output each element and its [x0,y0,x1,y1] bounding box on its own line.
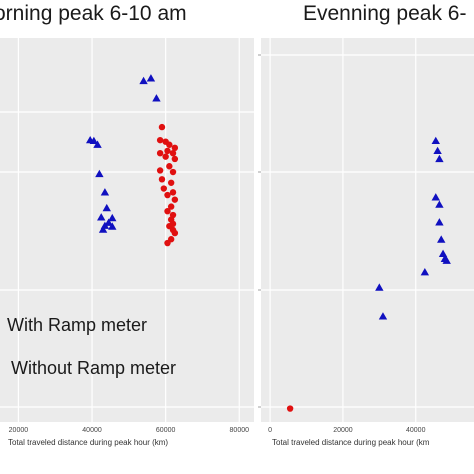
left-point-with-ramp-meter [104,218,113,226]
left-point-without-ramp-meter [164,147,171,155]
left-x-tick-label: 40000 [82,427,102,434]
left-x-tick-label: 20000 [9,427,29,434]
legend-with-ramp-meter: With Ramp meter [7,315,148,335]
right-point-without-ramp-meter [286,405,294,412]
right-point-with-ramp-meter [437,235,446,243]
left-x-tick-label: 80000 [230,427,250,434]
right-point-with-ramp-meter [375,283,384,291]
left-point-without-ramp-meter [160,185,168,192]
right-point-with-ramp-meter [433,146,442,155]
left-point-without-ramp-meter [158,123,166,131]
left-point-with-ramp-meter [95,169,104,178]
left-x-axis-label: Total traveled distance during peak hour… [8,438,169,447]
left-panel-background [0,38,254,422]
left-point-with-ramp-meter [98,225,108,233]
left-point-without-ramp-meter [164,191,171,199]
right-point-with-ramp-meter [435,218,444,226]
left-point-without-ramp-meter [166,141,173,148]
left-point-without-ramp-meter [169,150,177,157]
left-point-without-ramp-meter [171,155,179,163]
right-x-tick-label: 0 [268,427,272,434]
left-point-without-ramp-meter [167,179,175,186]
left-point-with-ramp-meter [139,76,148,85]
left-point-without-ramp-meter [166,163,173,170]
right-panel-title: Evenning peak 6- [303,2,467,25]
right-x-tick-label: 20000 [333,427,353,434]
left-point-without-ramp-meter [169,168,177,176]
left-point-without-ramp-meter [171,144,179,152]
left-point-with-ramp-meter [108,213,117,222]
left-point-with-ramp-meter [100,188,110,196]
left-x-tick-label: 60000 [156,427,176,434]
right-point-with-ramp-meter [435,154,444,163]
right-point-with-ramp-meter [431,136,440,145]
left-point-without-ramp-meter [171,229,179,237]
left-point-without-ramp-meter [164,207,171,215]
right-point-with-ramp-meter [442,256,451,264]
left-point-with-ramp-meter [152,94,161,102]
left-point-with-ramp-meter [102,203,111,212]
left-point-without-ramp-meter [164,239,171,247]
left-point-without-ramp-meter [167,203,175,210]
right-point-with-ramp-meter [378,312,388,320]
right-x-tick-label: 40000 [406,427,426,434]
left-point-without-ramp-meter [162,153,169,160]
legend-without-ramp-meter: Without Ramp meter [11,358,177,378]
left-panel: 20000 40000 60000 80000 [0,38,254,434]
right-x-axis-label: Total traveled distance during peak hour… [272,438,430,447]
left-point-without-ramp-meter [156,150,164,157]
left-point-with-ramp-meter [97,213,106,221]
left-point-without-ramp-meter [169,189,177,196]
right-point-with-ramp-meter [420,268,430,276]
right-point-with-ramp-meter [435,200,444,208]
left-point-without-ramp-meter [156,136,164,144]
right-point-with-ramp-meter [431,193,440,201]
left-point-with-ramp-meter [146,74,156,82]
right-panel: 0 20000 40000 [258,38,474,434]
left-panel-title: orning peak 6-10 am [0,2,187,25]
left-point-with-ramp-meter [89,136,99,145]
left-point-with-ramp-meter [108,222,117,230]
left-point-with-ramp-meter [93,140,102,148]
left-point-without-ramp-meter [171,196,179,203]
left-point-without-ramp-meter [156,167,164,174]
left-point-without-ramp-meter [158,176,166,183]
right-panel-background [261,38,474,422]
